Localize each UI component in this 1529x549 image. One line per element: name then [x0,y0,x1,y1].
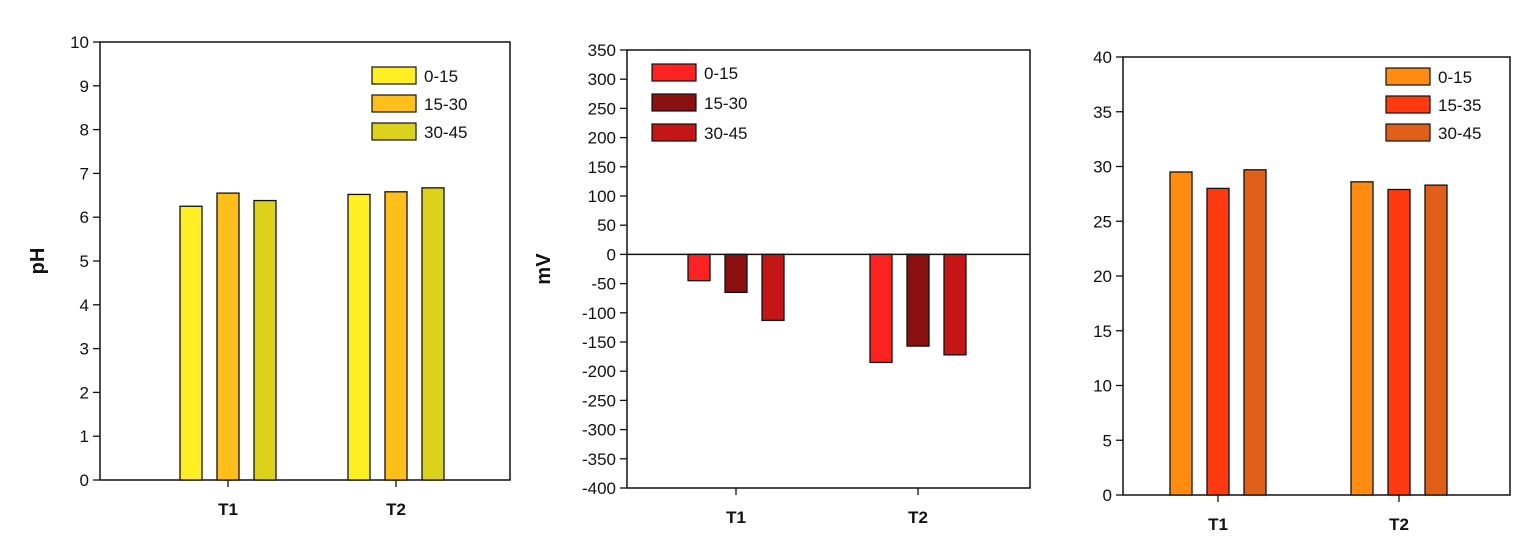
y-tick-label: 35 [1093,103,1112,122]
y-tick-label: 5 [80,252,89,271]
y-tick-label: 30 [1093,158,1112,177]
y-tick-label: 2 [80,383,89,402]
chart-panel-2: -400 -350 -300 -250 -200 -150 -100 -50 0 50 100 150… [533,41,1031,527]
bar-t2-30-45 [421,187,445,481]
y-tick-label: 250 [588,99,616,118]
x-category-label: T1 [726,508,746,527]
legend-label: 0-15 [424,67,458,86]
y-tick-label: 8 [80,121,89,140]
x-category-label: T2 [1389,515,1409,534]
legend: 0-15 15-35 30-45 [1385,67,1481,143]
legend-swatch [1385,123,1431,142]
bar-t1-0-15 [687,253,711,282]
y-tick-label: 20 [1093,267,1112,286]
legend-label: 30-45 [704,124,747,143]
y-tick-label: 15 [1093,322,1112,341]
legend-swatch [651,93,697,112]
y-tick-label: 9 [80,77,89,96]
legend-label: 15-30 [424,95,467,114]
y-tick-label: 50 [597,216,616,235]
y-tick-label: 10 [1093,377,1112,396]
legend-label: 15-35 [1438,96,1481,115]
legend-label: 30-45 [1438,124,1481,143]
legend-label: 30-45 [424,123,467,142]
bar-t2-15-30 [384,191,408,481]
y-tick-label: 0 [1103,486,1112,505]
y-tick-label: 4 [80,296,89,315]
y-tick-label: -350 [582,450,616,469]
legend-swatch [1385,95,1431,114]
y-tick-label: 6 [80,208,89,227]
bar-t2-0-15 [347,193,371,481]
y-tick-label: -50 [591,275,616,294]
y-tick-label: -250 [582,391,616,410]
bar-t2-15-30 [906,253,930,347]
bar-t2-0-15 [869,253,893,364]
y-axis-title: mV [533,253,555,285]
y-tick-label: 0 [80,471,89,490]
y-tick-label: 0 [607,245,616,264]
bar-t1-30-45 [1243,169,1267,496]
y-tick-label: 100 [588,187,616,206]
y-tick-label: 10 [70,33,89,52]
chart-panel-1: 0 1 2 3 4 5 6 7 8 9 10 T1 T2 pH 0-15 15-30 30-45 [27,33,511,519]
y-tick-label: 40 [1093,48,1112,67]
legend-swatch [651,123,697,142]
y-tick-label: 1 [80,427,89,446]
chart-panel-3: 0 5 10 15 20 25 30 35 40 T1 T2 0-15 15-35 30-45 [1093,48,1511,534]
y-tick-label: 5 [1103,431,1112,450]
x-category-label: T2 [386,500,406,519]
bar-t1-15-30 [724,253,748,294]
bar-t1-30-45 [761,253,785,322]
bar-t2-15-35 [1387,188,1411,496]
legend: 0-15 15-30 30-45 [371,66,467,142]
y-tick-label: 200 [588,129,616,148]
bar-t1-15-35 [1206,187,1230,496]
bar-t1-15-30 [216,192,240,481]
legend: 0-15 15-30 30-45 [651,63,747,143]
legend-label: 0-15 [704,64,738,83]
legend-label: 0-15 [1438,68,1472,87]
bar-t1-30-45 [253,199,277,481]
y-tick-label: 3 [80,340,89,359]
x-category-label: T1 [218,500,238,519]
bar-t2-0-15 [1350,181,1374,496]
x-category-label: T2 [908,508,928,527]
y-tick-label: -100 [582,304,616,323]
y-tick-label: 350 [588,41,616,60]
plot-frame [626,49,1031,489]
y-tick-label: -300 [582,421,616,440]
y-tick-label: -400 [582,479,616,498]
legend-swatch [371,94,417,113]
bar-t1-0-15 [179,205,203,481]
legend-swatch [371,66,417,85]
x-category-label: T1 [1208,515,1228,534]
bar-t2-30-45 [1424,184,1448,496]
y-tick-label: 150 [588,158,616,177]
y-tick-label: 300 [588,70,616,89]
legend-label: 15-30 [704,94,747,113]
bar-t1-0-15 [1169,171,1193,496]
y-tick-label: -150 [582,333,616,352]
bar-t2-30-45 [943,253,967,356]
legend-swatch [1385,67,1431,86]
y-tick-label: -200 [582,362,616,381]
y-axis-title: pH [27,248,49,275]
y-tick-label: 7 [80,164,89,183]
legend-swatch [651,63,697,82]
legend-swatch [371,122,417,141]
y-tick-label: 25 [1093,212,1112,231]
